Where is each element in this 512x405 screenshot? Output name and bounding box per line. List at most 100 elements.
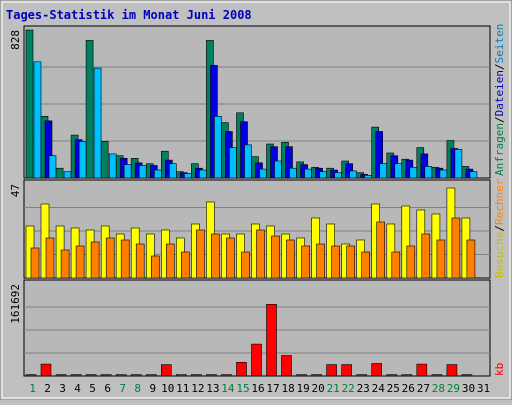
bottom-panel-legend: kb — [493, 363, 506, 376]
bar-rechner-day-19 — [301, 245, 310, 279]
x-tick-label-9: 9 — [149, 382, 156, 395]
bar-kb-day-28 — [431, 374, 443, 377]
bar-seiten-day-19 — [304, 168, 312, 179]
bar-rechner-day-27 — [421, 233, 431, 279]
bar-seiten-day-13 — [214, 116, 222, 179]
x-tick-label-1: 1 — [29, 382, 36, 395]
top-panel-legend-entry-1: Anfragen — [493, 123, 506, 176]
x-tick-label-14: 14 — [221, 382, 235, 395]
x-tick-label-11: 11 — [176, 382, 189, 395]
bar-dateien-day-24 — [375, 131, 384, 179]
top-panel-legend-entry-5: Seiten — [493, 24, 506, 64]
bar-seiten-day-25 — [394, 163, 403, 179]
bar-besuche-day-25 — [386, 223, 396, 279]
bar-rechner-day-20 — [316, 243, 325, 279]
bar-rechner-day-5 — [90, 241, 100, 279]
bar-seiten-day-8 — [138, 165, 147, 179]
bar-seiten-day-23 — [364, 175, 373, 179]
mid-panel-legend-entry-1: Besuche — [493, 232, 506, 278]
x-tick-label-15: 15 — [236, 382, 249, 395]
bar-seiten-day-17 — [274, 160, 282, 179]
bar-kb-day-9 — [146, 374, 157, 377]
bar-rechner-day-24 — [376, 221, 386, 279]
bar-kb-day-22 — [341, 364, 353, 377]
bar-kb-day-16 — [251, 343, 262, 377]
x-tick-label-31: 31 — [477, 382, 490, 395]
x-tick-label-7: 7 — [119, 382, 126, 395]
bar-kb-day-24 — [371, 363, 383, 377]
bar-rechner-day-9 — [151, 255, 160, 279]
bar-seiten-day-24 — [379, 163, 388, 179]
bar-seiten-day-20 — [319, 171, 327, 179]
x-tick-label-18: 18 — [281, 382, 294, 395]
x-tick-label-2: 2 — [44, 382, 51, 395]
bar-rechner-day-16 — [256, 229, 265, 279]
bar-rechner-day-15 — [241, 251, 250, 279]
x-tick-label-13: 13 — [206, 382, 219, 395]
x-tick-label-28: 28 — [432, 382, 445, 395]
bar-kb-day-17 — [266, 303, 277, 377]
bar-rechner-day-6 — [105, 237, 115, 279]
x-tick-label-25: 25 — [387, 382, 400, 395]
y-axis-max-label-2: 47 — [9, 184, 22, 197]
x-tick-label-26: 26 — [402, 382, 415, 395]
chart-bevel — [1, 1, 511, 399]
bar-seiten-day-21 — [334, 172, 342, 179]
bar-kb-day-30 — [461, 374, 473, 377]
x-tick-label-8: 8 — [134, 382, 141, 395]
bar-kb-day-12 — [191, 374, 202, 377]
bar-seiten-day-4 — [78, 141, 87, 179]
bar-rechner-day-13 — [211, 233, 220, 279]
top-panel-legend: Anfragen/Dateien/Seiten — [493, 24, 506, 176]
bar-kb-day-6 — [100, 374, 112, 377]
bar-rechner-day-22 — [346, 245, 356, 279]
bar-anfragen-day-6 — [100, 141, 109, 179]
x-tick-label-3: 3 — [59, 382, 66, 395]
bar-kb-day-11 — [176, 374, 187, 377]
bar-kb-day-29 — [446, 364, 458, 377]
bar-seiten-day-11 — [184, 173, 192, 179]
bar-kb-day-19 — [296, 374, 307, 377]
bar-seiten-day-9 — [154, 169, 162, 179]
bar-seiten-day-5 — [93, 67, 102, 179]
bar-kb-day-25 — [386, 374, 398, 377]
bar-kb-day-26 — [401, 374, 413, 377]
bar-kb-day-5 — [85, 374, 97, 377]
bar-rechner-day-11 — [181, 251, 190, 279]
bar-kb-day-3 — [55, 374, 67, 377]
bar-seiten-day-6 — [108, 153, 117, 179]
bar-kb-day-2 — [40, 363, 52, 377]
bar-seiten-day-7 — [123, 164, 132, 179]
bar-kb-day-8 — [130, 374, 142, 377]
x-tick-label-23: 23 — [357, 382, 370, 395]
bar-kb-day-10 — [161, 364, 172, 377]
bar-seiten-day-10 — [169, 163, 177, 179]
bar-anfragen-day-5 — [85, 40, 94, 179]
bottom-panel-legend-entry-1: kb — [493, 363, 506, 376]
bar-rechner-day-21 — [331, 245, 340, 279]
bar-kb-day-7 — [115, 374, 127, 377]
bar-kb-day-23 — [356, 374, 368, 377]
bar-seiten-day-30 — [469, 171, 478, 179]
bar-rechner-day-4 — [75, 245, 85, 279]
bar-kb-day-13 — [206, 374, 217, 377]
x-tick-label-27: 27 — [417, 382, 430, 395]
bar-rechner-day-29 — [451, 217, 461, 279]
bar-seiten-day-16 — [259, 168, 267, 179]
bar-kb-day-21 — [326, 364, 337, 377]
mid-panel-legend: Besuche/Rechner — [493, 178, 506, 278]
x-tick-label-6: 6 — [104, 382, 111, 395]
bar-kb-day-18 — [281, 355, 292, 377]
bar-rechner-day-1 — [30, 247, 40, 279]
bar-rechner-day-3 — [60, 249, 70, 279]
bar-seiten-day-22 — [349, 170, 358, 179]
x-tick-label-10: 10 — [161, 382, 174, 395]
y-axis-max-label-1: 828 — [9, 30, 22, 50]
bar-rechner-day-12 — [196, 229, 205, 279]
bar-anfragen-day-1 — [25, 29, 34, 179]
x-tick-label-19: 19 — [296, 382, 309, 395]
bar-rechner-day-26 — [406, 245, 416, 279]
x-tick-label-17: 17 — [266, 382, 279, 395]
mid-panel-legend-entry-2: / — [493, 225, 506, 232]
